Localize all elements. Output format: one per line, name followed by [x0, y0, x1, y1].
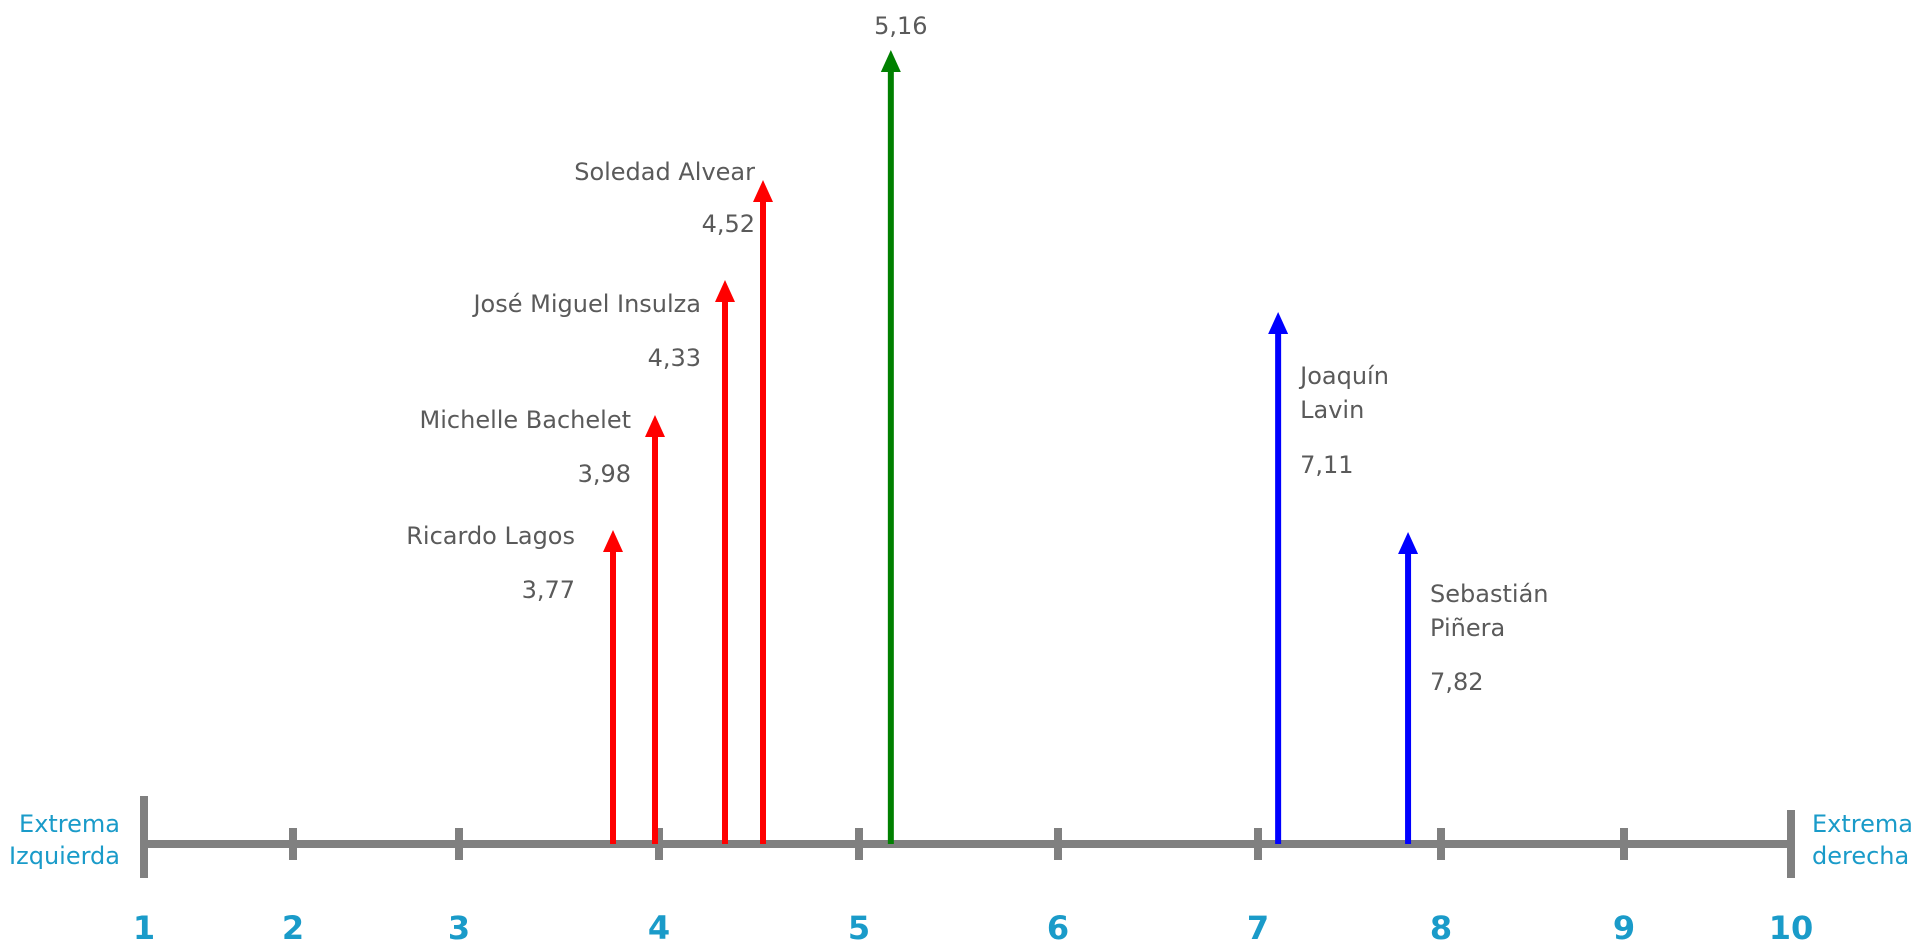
value-label: 7,11: [1300, 451, 1353, 479]
name-label: José Miguel Insulza: [471, 290, 701, 318]
name-label-line: José Miguel Insulza: [471, 290, 701, 318]
name-label-line: Lavin: [1300, 396, 1364, 424]
arrow-head: [880, 50, 901, 72]
value-label: 4,33: [648, 344, 701, 372]
value-label: 7,82: [1430, 668, 1483, 696]
left-end-label-line: Extrema: [19, 810, 120, 838]
arrow-head: [715, 280, 735, 302]
left-end-label-line: Izquierda: [9, 842, 120, 870]
arrow-group: [880, 50, 901, 844]
name-label-line: Soledad Alvear: [574, 158, 755, 186]
right-end-label-line: Extrema: [1812, 810, 1913, 838]
arrows: [603, 50, 1419, 844]
arrow-group: [1268, 312, 1289, 844]
value-label: 5,16: [874, 12, 927, 40]
arrow-head: [1268, 312, 1289, 334]
name-label: Sebastián Piñera: [1430, 580, 1548, 642]
name-label: Joaquín Lavin: [1298, 362, 1389, 424]
tick-label: 9: [1613, 909, 1635, 945]
arrow-head: [603, 530, 623, 552]
value-label: 3,98: [578, 460, 631, 488]
right-end-label-line: derecha: [1812, 842, 1909, 870]
tick-label: 3: [448, 909, 470, 945]
tick-label: 8: [1430, 909, 1452, 945]
arrow-group: [603, 530, 623, 844]
name-label-line: Piñera: [1430, 614, 1505, 642]
arrow-group: [645, 415, 665, 844]
tick-label: 5: [848, 909, 870, 945]
tick-label: 10: [1769, 909, 1814, 945]
tick-label: 6: [1047, 909, 1069, 945]
tick-label: 4: [648, 909, 670, 945]
name-label: Soledad Alvear: [574, 158, 755, 186]
name-label: Michelle Bachelet: [420, 406, 631, 434]
arrow-group: [753, 180, 773, 844]
name-label-line: Sebastián: [1430, 580, 1548, 608]
right-end-label: Extrema derecha: [1812, 810, 1913, 870]
arrow-group: [715, 280, 735, 844]
name-label-line: Michelle Bachelet: [420, 406, 631, 434]
name-label-line: Ricardo Lagos: [406, 522, 575, 550]
labels: Ricardo Lagos 3,77 Michelle Bachelet 3,98 Jo…: [406, 12, 1548, 696]
axis: 1 2 3 4 5 6 7 8 9 10 Extrema Izquierda Extrema derech…: [9, 796, 1913, 945]
tick-label: 7: [1247, 909, 1269, 945]
arrow-head: [645, 415, 665, 437]
tick-label: 2: [282, 909, 304, 945]
arrow-group: [1398, 532, 1419, 844]
value-label: 4,52: [702, 210, 755, 238]
arrow-head: [753, 180, 773, 202]
name-label: Ricardo Lagos: [406, 522, 575, 550]
value-label: 3,77: [522, 576, 575, 604]
arrow-head: [1398, 532, 1419, 554]
left-end-label: Extrema Izquierda: [9, 810, 120, 870]
name-label-line: Joaquín: [1298, 362, 1389, 390]
tick-label: 1: [133, 909, 155, 945]
